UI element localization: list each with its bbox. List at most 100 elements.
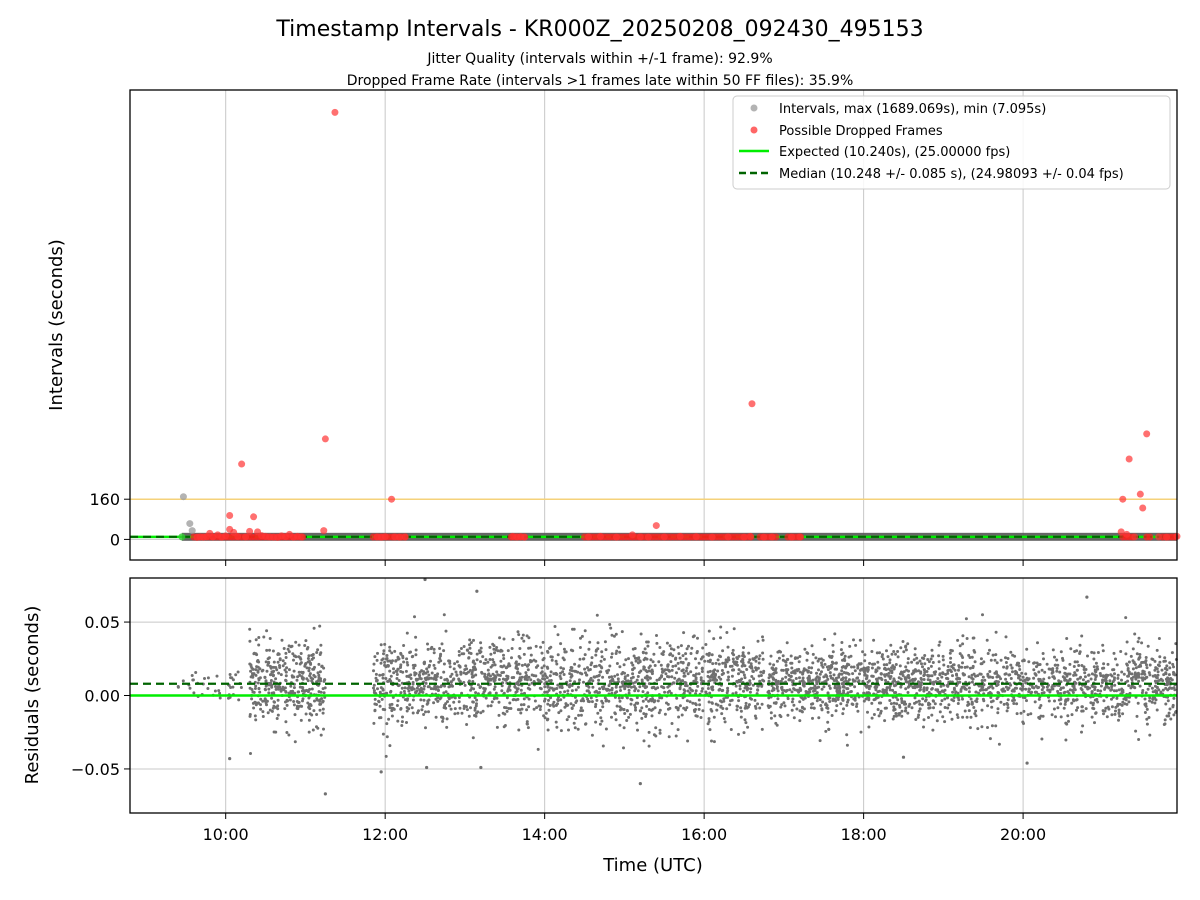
residual-point (469, 706, 472, 710)
dropped-frame-point (1143, 430, 1151, 438)
residual-point (479, 646, 483, 650)
residual-point (506, 689, 510, 693)
residual-point (315, 698, 319, 702)
residual-point (967, 686, 971, 690)
residual-point (471, 668, 475, 672)
residual-point (852, 638, 855, 642)
residual-point (310, 653, 314, 657)
residual-point (981, 697, 985, 701)
residual-point (269, 679, 273, 682)
residual-point (471, 700, 475, 704)
residual-point (1072, 685, 1076, 689)
residual-point (864, 697, 868, 701)
residual-point (321, 711, 325, 715)
residual-point (476, 710, 480, 714)
residual-point (858, 638, 862, 642)
residual-point (957, 668, 960, 672)
residual-point (1157, 637, 1161, 640)
residual-point (906, 661, 910, 665)
residual-point (213, 689, 217, 693)
residual-point (803, 647, 807, 651)
residual-point (937, 643, 941, 647)
residual-point (188, 686, 192, 690)
residual-point (1064, 666, 1067, 670)
residual-point (494, 691, 498, 695)
residual-point (291, 652, 295, 656)
residual-point (608, 664, 612, 668)
residual-point (1153, 684, 1157, 688)
residual-point (265, 648, 269, 652)
residual-point (721, 707, 725, 710)
residual-point (995, 679, 998, 683)
residual-point (800, 705, 804, 709)
residual-point (310, 687, 314, 691)
residual-point (917, 709, 921, 713)
residual-point (1165, 681, 1169, 685)
residual-point (218, 696, 222, 700)
dropped-frame-point (748, 400, 756, 408)
residual-point (1093, 721, 1096, 725)
residual-point (1090, 672, 1094, 676)
residual-point (1065, 674, 1069, 678)
residual-point (299, 718, 303, 722)
residual-point (239, 686, 243, 689)
residual-point (541, 674, 545, 678)
residual-point (923, 662, 927, 666)
residual-point (997, 675, 1001, 679)
residual-point (583, 667, 587, 671)
residual-point (495, 725, 499, 729)
residual-point (597, 678, 601, 682)
residual-point (1001, 687, 1005, 691)
residual-point (927, 691, 931, 694)
residual-point (421, 672, 425, 676)
residual-point (587, 685, 591, 689)
residual-point (594, 653, 598, 657)
residual-point (790, 700, 794, 704)
residual-point (834, 676, 838, 680)
residual-point (755, 655, 758, 659)
interval-point (186, 520, 194, 528)
residual-point (798, 700, 802, 704)
residual-point (834, 661, 838, 665)
residual-point (271, 674, 275, 678)
residual-point (1129, 654, 1133, 658)
residual-point (405, 721, 408, 724)
residual-point (1073, 671, 1077, 675)
residual-point (965, 715, 969, 719)
residual-point (1075, 708, 1078, 712)
residual-point (383, 660, 387, 664)
residual-point (981, 613, 984, 617)
residual-point (842, 665, 845, 668)
residual-point (1024, 672, 1028, 676)
residual-point (1129, 686, 1133, 690)
residual-point (516, 670, 520, 674)
residual-point (610, 715, 613, 719)
residual-point (469, 641, 473, 645)
residual-point (1172, 696, 1176, 700)
residual-point (547, 708, 551, 712)
residual-point (506, 649, 510, 653)
residual-point (855, 705, 858, 708)
residual-point (388, 645, 392, 649)
residual-point (1040, 668, 1044, 672)
residual-point (486, 660, 490, 664)
residual-point (958, 652, 962, 656)
residual-point (760, 727, 764, 731)
residual-point (1009, 683, 1013, 687)
residual-point (879, 672, 883, 676)
residual-point (980, 725, 984, 729)
residual-point (648, 676, 652, 680)
residual-point (836, 698, 840, 701)
residual-point (481, 709, 485, 713)
residual-point (1069, 647, 1073, 651)
residual-point (527, 683, 531, 687)
residual-point (679, 644, 683, 648)
legend-median-label: Median (10.248 +/- 0.085 s), (24.98093 +… (779, 167, 1124, 182)
residual-point (1160, 668, 1164, 672)
residual-point (384, 754, 388, 758)
residual-point (863, 653, 867, 657)
residual-point (848, 644, 852, 648)
residual-point (1172, 665, 1175, 669)
residual-point (883, 673, 886, 677)
residual-point (1154, 681, 1158, 685)
